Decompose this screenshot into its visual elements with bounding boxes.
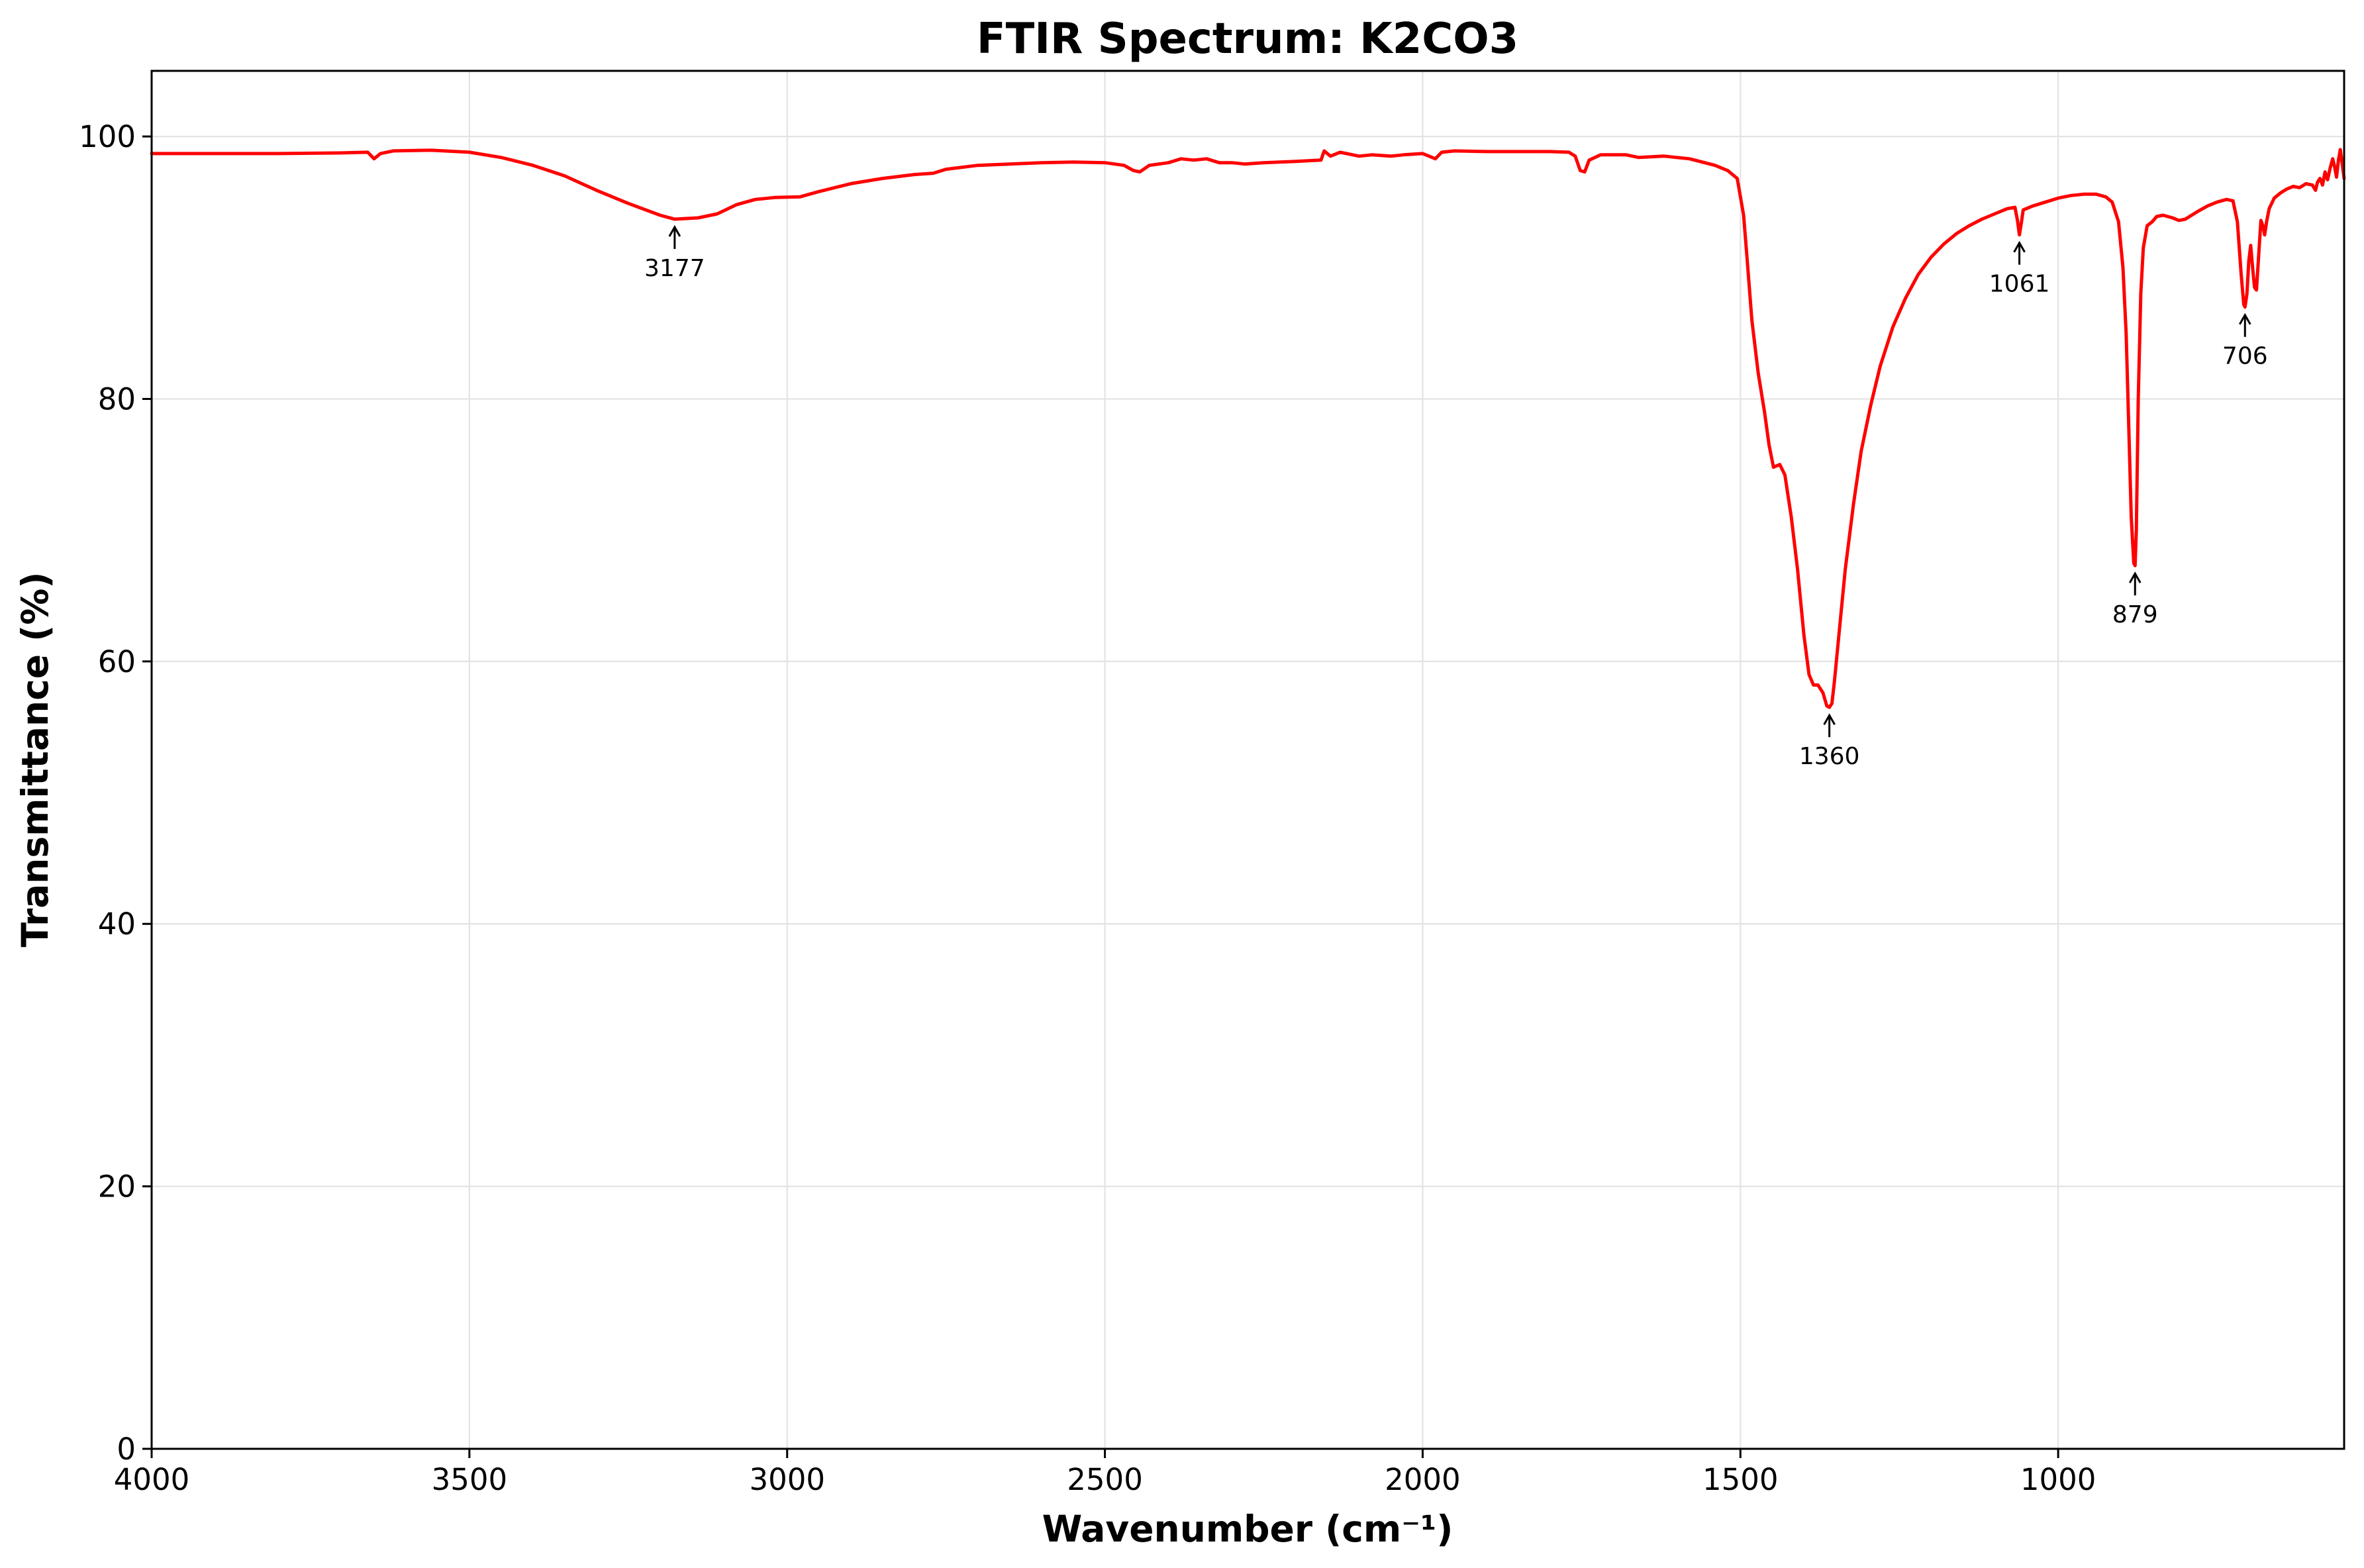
spectrum-line	[150, 148, 2346, 709]
x-tick-label: 1000	[2020, 1462, 2096, 1497]
axis-ticks: 4000 3500 3000 2500 2000 1500 1000 0 20 40 60 80 100	[79, 119, 2096, 1497]
peak-annotation: 3177	[644, 224, 705, 282]
peak-label: 1360	[1799, 743, 1860, 770]
peak-arrow-head	[2013, 240, 2026, 253]
y-tick-label: 0	[117, 1432, 136, 1467]
x-tick-label: 4000	[114, 1462, 190, 1497]
y-tick-label: 40	[98, 906, 136, 942]
peak-arrow-head	[1823, 713, 1836, 725]
x-tick-label: 3500	[432, 1462, 508, 1497]
y-tick-label: 100	[79, 119, 136, 154]
y-tick-label: 80	[98, 381, 136, 416]
y-tick-label: 60	[98, 644, 136, 679]
peak-annotation: 1360	[1799, 713, 1860, 770]
chart-title: FTIR Spectrum: K2CO3	[977, 15, 1518, 64]
grid	[150, 71, 2344, 1450]
peak-arrow-head	[2238, 313, 2251, 325]
peak-annotation: 879	[2112, 571, 2158, 628]
peak-annotations: 3177 1360 1061 879 706	[644, 224, 2268, 770]
x-axis-label: Wavenumber (cm⁻¹)	[1042, 1508, 1453, 1550]
x-tick-label: 2500	[1067, 1462, 1143, 1497]
peak-annotation: 1061	[1989, 240, 2050, 298]
peak-label: 1061	[1989, 271, 2050, 298]
x-tick-label: 2000	[1385, 1462, 1461, 1497]
peak-label: 706	[2222, 343, 2268, 370]
peak-annotation: 706	[2222, 313, 2268, 370]
peak-arrow-head	[668, 224, 681, 237]
x-tick-label: 3000	[749, 1462, 825, 1497]
peak-arrow-head	[2128, 571, 2142, 583]
peak-label: 3177	[644, 255, 705, 282]
y-tick-label: 20	[98, 1169, 136, 1204]
x-tick-label: 1500	[1702, 1462, 1779, 1497]
y-axis-label: Transmittance (%)	[14, 571, 56, 947]
peak-label: 879	[2112, 601, 2158, 628]
plot-frame	[150, 70, 2345, 1450]
series-layer	[150, 148, 2346, 709]
